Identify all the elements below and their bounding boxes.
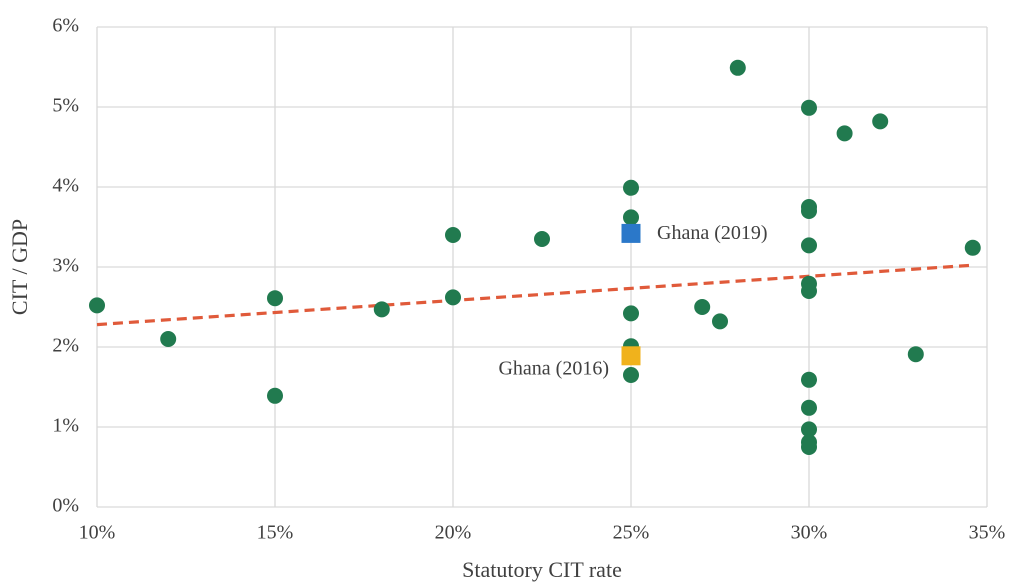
point	[729, 59, 746, 76]
y-axis-title: CIT / GDP	[7, 219, 32, 315]
point	[89, 297, 105, 314]
y-tick-label: 5%	[52, 95, 79, 117]
point	[160, 331, 177, 347]
point	[534, 231, 550, 247]
point	[801, 283, 817, 299]
point	[445, 227, 461, 243]
point	[373, 301, 390, 318]
y-tick-label: 4%	[52, 175, 79, 197]
point	[267, 290, 283, 307]
point-label: Ghana (2016)	[498, 357, 609, 379]
point	[801, 439, 817, 455]
point	[801, 399, 817, 416]
trendline	[96, 263, 970, 327]
y-tick-label: 3%	[52, 255, 79, 277]
point	[801, 237, 817, 254]
x-tick-label: 25%	[613, 522, 650, 544]
x-tick-label: 35%	[969, 522, 1006, 544]
x-tick-label: 15%	[257, 522, 294, 544]
point	[712, 313, 728, 330]
point	[621, 346, 641, 366]
x-tick-label: 20%	[435, 522, 472, 544]
point	[801, 203, 817, 219]
y-tick-label: 0%	[52, 495, 79, 517]
point	[621, 223, 641, 243]
x-axis-title: Statutory CIT rate	[462, 557, 622, 582]
point	[694, 299, 711, 315]
point	[623, 179, 639, 196]
point-label: Ghana (2019)	[657, 222, 768, 244]
point	[267, 387, 283, 404]
point	[623, 367, 639, 383]
y-tick-label: 1%	[52, 415, 79, 437]
point	[836, 125, 853, 142]
point	[801, 371, 817, 388]
point	[445, 289, 461, 306]
point	[623, 305, 639, 322]
x-tick-label: 10%	[79, 522, 116, 544]
point	[623, 209, 639, 226]
point	[801, 421, 817, 438]
point	[872, 113, 889, 130]
x-tick-label: 30%	[791, 522, 828, 544]
y-tick-label: 2%	[52, 335, 79, 357]
y-tick-label: 6%	[52, 15, 79, 37]
point	[964, 239, 981, 256]
point	[907, 346, 924, 363]
point	[801, 99, 817, 116]
